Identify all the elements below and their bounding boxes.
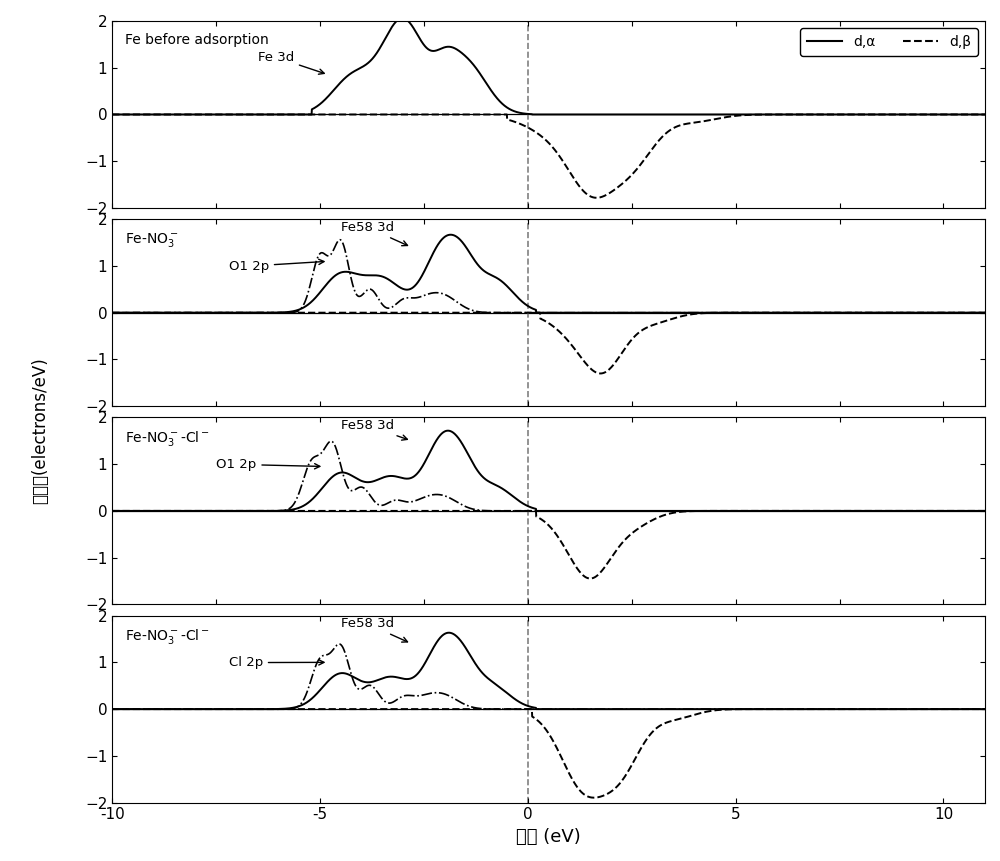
Text: Cl 2p: Cl 2p: [229, 656, 324, 669]
Legend: d,α, d,β: d,α, d,β: [800, 28, 978, 56]
X-axis label: 能量 (eV): 能量 (eV): [516, 828, 581, 846]
Text: Fe58 3d: Fe58 3d: [341, 221, 408, 245]
Text: Fe 3d: Fe 3d: [258, 51, 324, 74]
Text: Fe-NO$_3^-$: Fe-NO$_3^-$: [125, 231, 179, 249]
Text: Fe before adsorption: Fe before adsorption: [125, 33, 268, 46]
Text: O1 2p: O1 2p: [216, 458, 320, 471]
Text: Fe-NO$_3^-$-Cl$^-$: Fe-NO$_3^-$-Cl$^-$: [125, 429, 210, 448]
Text: O1 2p: O1 2p: [229, 259, 324, 273]
Text: 态密度(electrons/eV): 态密度(electrons/eV): [31, 357, 49, 504]
Text: Fe58 3d: Fe58 3d: [341, 617, 408, 642]
Text: Fe58 3d: Fe58 3d: [341, 419, 407, 440]
Text: Fe-NO$_3^-$-Cl$^-$: Fe-NO$_3^-$-Cl$^-$: [125, 628, 210, 647]
